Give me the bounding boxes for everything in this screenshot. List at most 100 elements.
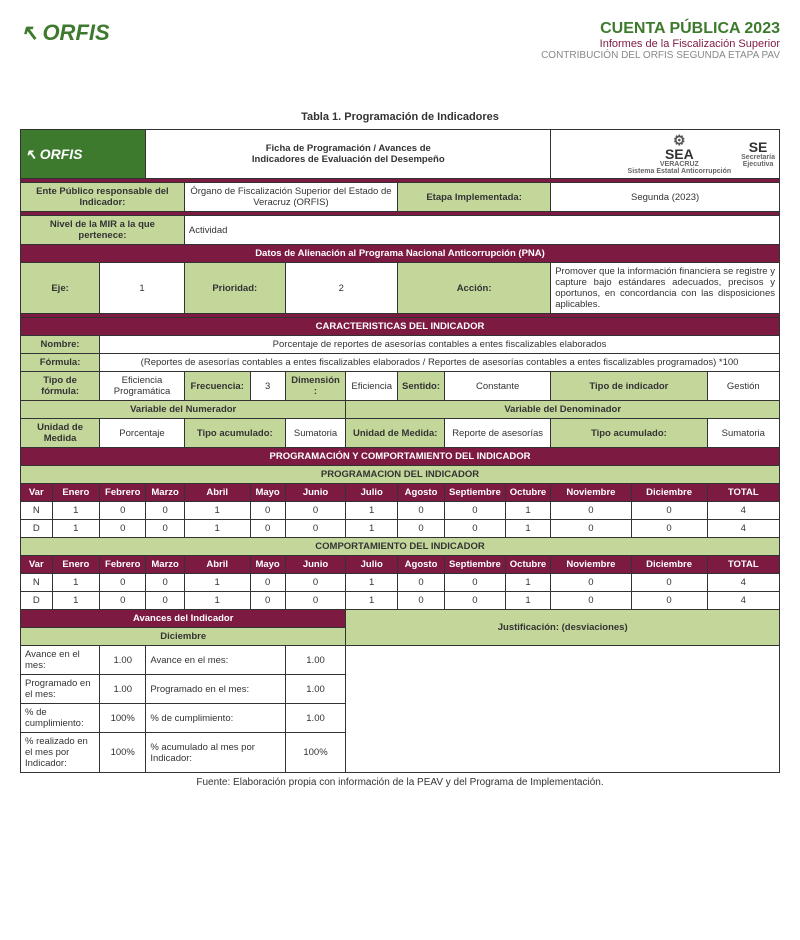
prog-n-cell-3: 0 [146, 502, 185, 520]
frecuencia-value: 3 [250, 372, 285, 401]
pna-header: Datos de Alienación al Programa Nacional… [21, 245, 780, 263]
months-row-1-cell-13: TOTAL [707, 484, 779, 502]
comp-d-cell-4: 1 [184, 592, 250, 610]
months-row-2-cell-12: Diciembre [631, 556, 707, 574]
comp-n-cell-10: 1 [505, 574, 550, 592]
months-row-1-cell-3: Marzo [146, 484, 185, 502]
real-val: 100% [100, 733, 146, 773]
cump-label-2: % de cumplimiento: [146, 704, 285, 733]
comp-n-cell-0: N [21, 574, 53, 592]
accion-value: Promover que la información financiera s… [551, 263, 780, 314]
months-row-1-cell-4: Abril [184, 484, 250, 502]
tipoacum-den-label: Tipo acumulado: [551, 419, 707, 448]
prog-d-cell-5: 0 [250, 520, 285, 538]
cump-label-1: % de cumplimiento: [21, 704, 100, 733]
nivel-value: Actividad [184, 216, 779, 245]
justif-body [346, 646, 780, 773]
prog-n-cell-2: 0 [100, 502, 146, 520]
varnum-header: Variable del Numerador [21, 401, 346, 419]
logo-icon: ↖ [20, 20, 38, 46]
eje-value: 1 [100, 263, 185, 314]
avmes-val-2: 1.00 [285, 646, 346, 675]
tipoacum-num-value: Sumatoria [285, 419, 346, 448]
orfis-logo: ↖ ORFIS [20, 20, 110, 46]
tipoind-value: Gestión [707, 372, 779, 401]
prioridad-label: Prioridad: [184, 263, 285, 314]
ente-label: Ente Público responsable del Indicador: [21, 183, 185, 212]
prog-n-cell-4: 1 [184, 502, 250, 520]
months-row-1-cell-9: Septiembre [445, 484, 506, 502]
months-row-1-cell-1: Enero [52, 484, 100, 502]
nombre-label: Nombre: [21, 336, 100, 354]
comp-n-cell-4: 1 [184, 574, 250, 592]
nivel-label: Nivel de la MIR a la que pertenece: [21, 216, 185, 245]
months-row-1-cell-8: Agosto [398, 484, 445, 502]
months-row-1-cell-12: Diciembre [631, 484, 707, 502]
months-row-1-cell-2: Febrero [100, 484, 146, 502]
logo-text: ORFIS [42, 20, 109, 46]
prog-d-row: D1001001001004 [21, 520, 780, 538]
comp-n-row: N1001001001004 [21, 574, 780, 592]
prog-n-cell-12: 0 [631, 502, 707, 520]
prog-d-cell-9: 0 [445, 520, 506, 538]
ente-value: Órgano de Fiscalización Superior del Est… [184, 183, 397, 212]
comp-n-cell-3: 0 [146, 574, 185, 592]
prog-n-cell-1: 1 [52, 502, 100, 520]
progcomp-header: PROGRAMACIÓN Y COMPORTAMIENTO DEL INDICA… [21, 448, 780, 466]
tipoacum-den-value: Sumatoria [707, 419, 779, 448]
months-row-2-cell-11: Noviembre [551, 556, 631, 574]
comp-d-row: D1001001001004 [21, 592, 780, 610]
comp-n-cell-7: 1 [346, 574, 398, 592]
progmes-val-1: 1.00 [100, 675, 146, 704]
prog-d-cell-4: 1 [184, 520, 250, 538]
tipoformula-value: Eficiencia Programática [100, 372, 185, 401]
prog-n-cell-5: 0 [250, 502, 285, 520]
logo-cell: ↖ ORFIS [21, 130, 146, 179]
months-row-1-cell-5: Mayo [250, 484, 285, 502]
comp-n-cell-13: 4 [707, 574, 779, 592]
comp-d-cell-12: 0 [631, 592, 707, 610]
comp-n-cell-1: 1 [52, 574, 100, 592]
months-row-2-cell-7: Julio [346, 556, 398, 574]
comp-d-cell-1: 1 [52, 592, 100, 610]
comp-d-cell-13: 4 [707, 592, 779, 610]
months-row-1-cell-0: Var [21, 484, 53, 502]
formula-value: (Reportes de asesorías contables a entes… [100, 354, 780, 372]
prog-n-cell-13: 4 [707, 502, 779, 520]
sentido-value: Constante [445, 372, 551, 401]
months-row-2-cell-6: Junio [285, 556, 346, 574]
comp-d-cell-7: 1 [346, 592, 398, 610]
prog-n-cell-9: 0 [445, 502, 506, 520]
progmes-val-2: 1.00 [285, 675, 346, 704]
caract-header: CARACTERISTICAS DEL INDICADOR [21, 318, 780, 336]
comp-n-cell-2: 0 [100, 574, 146, 592]
unidad-den-value: Reporte de asesorías [445, 419, 551, 448]
progmes-label-1: Programado en el mes: [21, 675, 100, 704]
prog-d-cell-12: 0 [631, 520, 707, 538]
months-row-2-cell-8: Agosto [398, 556, 445, 574]
prog-d-cell-2: 0 [100, 520, 146, 538]
months-row-2-cell-0: Var [21, 556, 53, 574]
ficha-title: Ficha de Programación / Avances de Indic… [146, 130, 551, 179]
page-header: ↖ ORFIS CUENTA PÚBLICA 2023 Informes de … [20, 20, 780, 61]
months-row-2-cell-13: TOTAL [707, 556, 779, 574]
progmes-label-2: Programado en el mes: [146, 675, 285, 704]
prog-d-cell-8: 0 [398, 520, 445, 538]
prog-d-cell-1: 1 [52, 520, 100, 538]
tipoformula-label: Tipo de fórmula: [21, 372, 100, 401]
right-logos-cell: ⚙ SEA VERACRUZ Sistema Estatal Anticorru… [551, 130, 780, 179]
acum-val: 100% [285, 733, 346, 773]
prog-n-cell-7: 1 [346, 502, 398, 520]
avmes-label-1: Avance en el mes: [21, 646, 100, 675]
comp-n-cell-12: 0 [631, 574, 707, 592]
prog-n-row: N1001001001004 [21, 502, 780, 520]
etapa-label: Etapa Implementada: [398, 183, 551, 212]
table-caption: Tabla 1. Programación de Indicadores [20, 111, 780, 123]
indicators-table: ↖ ORFIS Ficha de Programación / Avances … [20, 129, 780, 773]
avmes-label-2: Avance en el mes: [146, 646, 285, 675]
header-title: CUENTA PÚBLICA 2023 [541, 20, 780, 38]
comp-d-cell-11: 0 [551, 592, 631, 610]
months-row-2-cell-2: Febrero [100, 556, 146, 574]
prioridad-value: 2 [285, 263, 397, 314]
months-row-2-cell-4: Abril [184, 556, 250, 574]
